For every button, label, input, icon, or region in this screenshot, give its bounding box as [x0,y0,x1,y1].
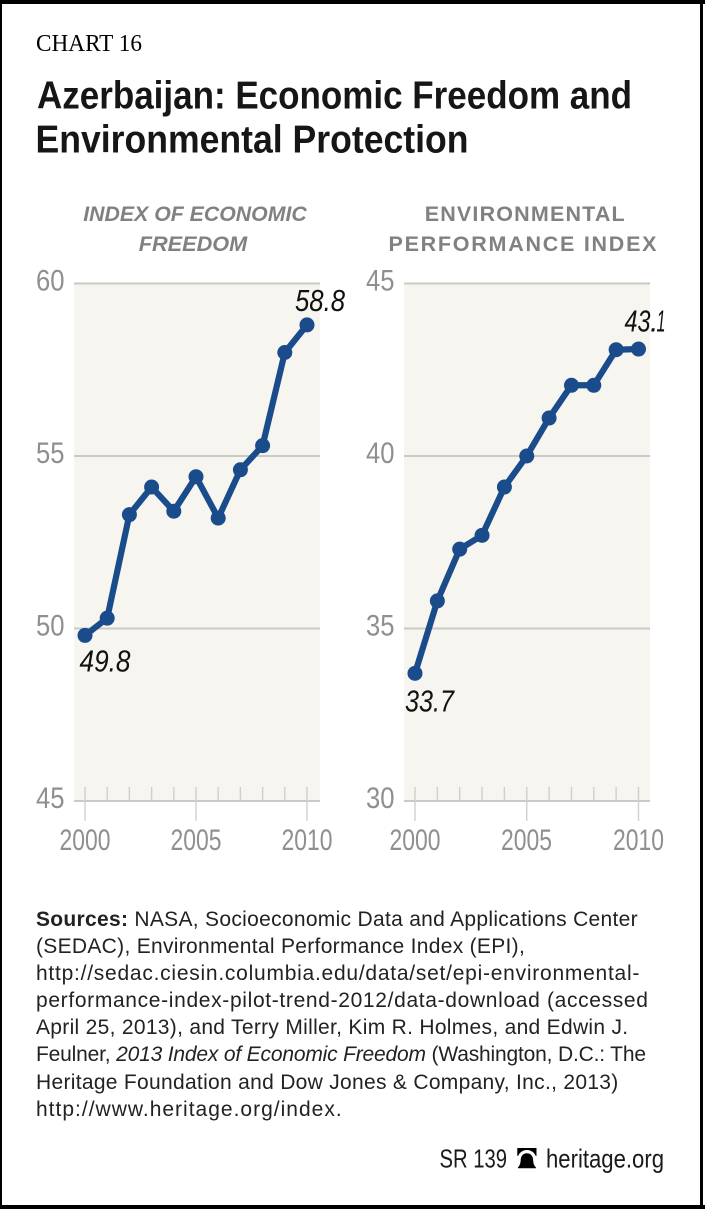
svg-text:INDEX OF ECONOMIC: INDEX OF ECONOMIC [83,202,307,226]
svg-text:58.8: 58.8 [295,283,346,318]
svg-text:2005: 2005 [171,824,222,857]
svg-text:Azerbaijan: Economic Freedom a: Azerbaijan: Economic Freedom and [37,75,632,118]
svg-text:45: 45 [366,265,395,298]
svg-text:55: 55 [36,437,65,470]
svg-text:60: 60 [36,265,65,298]
svg-text:ENVIRONMENTAL: ENVIRONMENTAL [425,202,625,226]
svg-text:Environmental Protection: Environmental Protection [36,119,469,162]
svg-text:2000: 2000 [390,824,441,857]
svg-text:49.8: 49.8 [80,644,132,679]
svg-text:SR 139: SR 139 [440,1144,508,1174]
svg-text:2010: 2010 [282,824,333,857]
svg-text:2000: 2000 [60,824,111,857]
svg-text:40: 40 [366,437,395,470]
svg-text:30: 30 [366,782,395,815]
svg-text:FREEDOM: FREEDOM [139,232,249,256]
svg-text:45: 45 [36,782,65,815]
svg-text:PERFORMANCE INDEX: PERFORMANCE INDEX [389,232,658,256]
svg-text:33.7: 33.7 [405,684,455,719]
svg-text:2010: 2010 [613,824,664,857]
svg-text:2005: 2005 [501,824,552,857]
svg-text:.: . [650,304,659,339]
svg-text:CHART 16: CHART 16 [36,31,142,57]
svg-text:43: 43 [625,304,651,339]
svg-text:35: 35 [366,610,395,643]
svg-text:50: 50 [36,610,65,643]
svg-text:heritage.org: heritage.org [546,1144,664,1174]
svg-text:1: 1 [657,304,666,339]
